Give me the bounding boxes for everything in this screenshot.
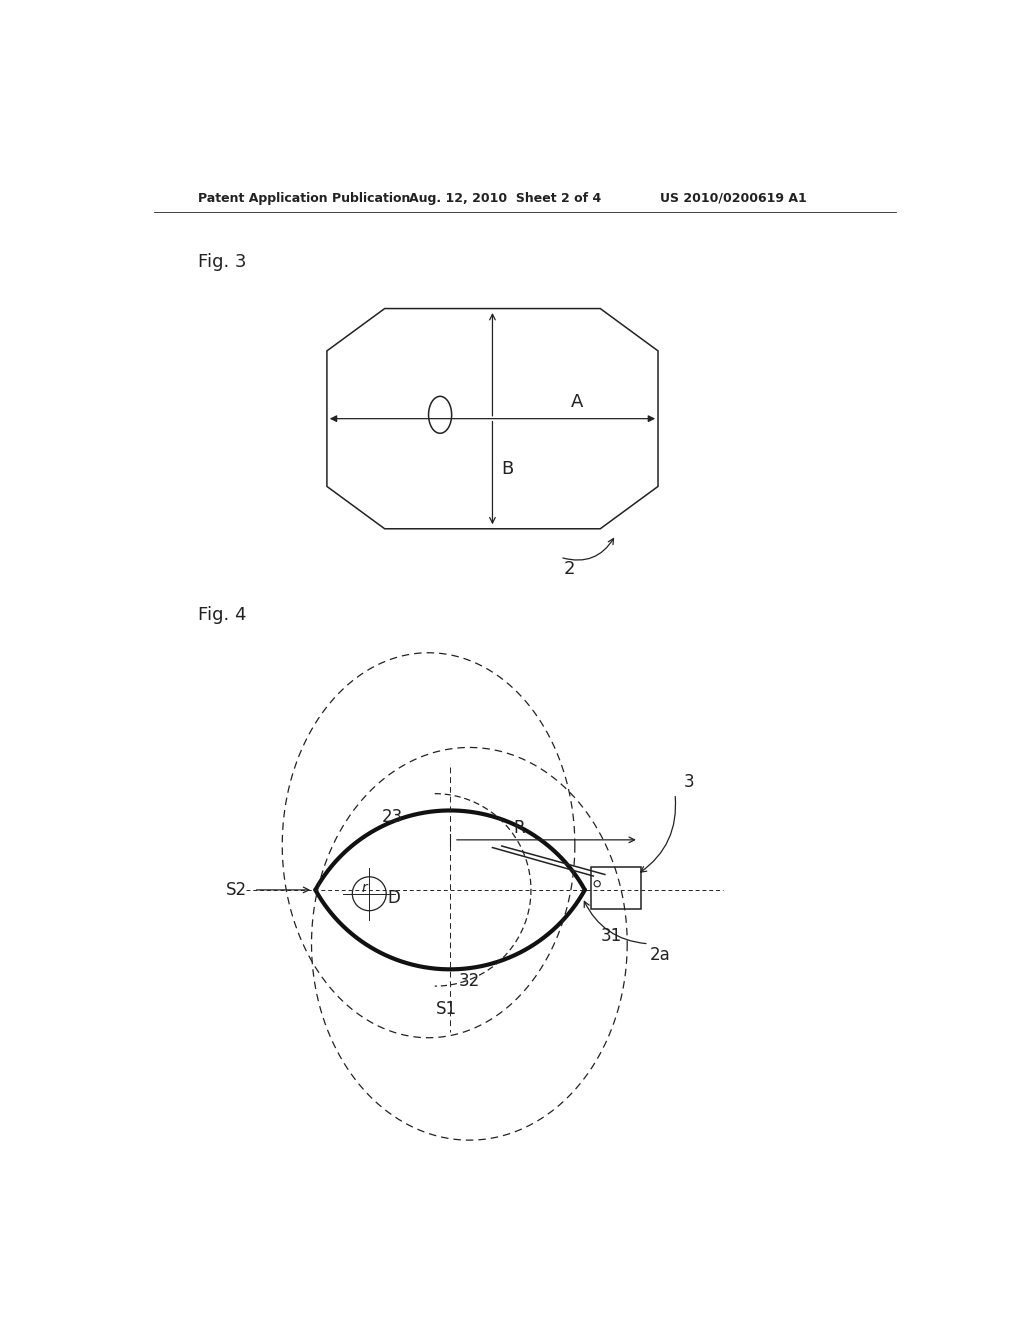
Text: 2: 2 <box>563 560 575 578</box>
Bar <box>591 867 641 909</box>
Text: Aug. 12, 2010  Sheet 2 of 4: Aug. 12, 2010 Sheet 2 of 4 <box>410 191 601 205</box>
Text: r: r <box>361 880 368 895</box>
Text: S1: S1 <box>435 1001 457 1018</box>
Text: Patent Application Publication: Patent Application Publication <box>198 191 410 205</box>
Text: 31: 31 <box>601 927 623 945</box>
Text: A: A <box>571 393 584 411</box>
Text: S2: S2 <box>225 880 247 899</box>
Text: Fig. 4: Fig. 4 <box>198 606 246 624</box>
Text: 32: 32 <box>459 972 480 990</box>
Text: Fig. 3: Fig. 3 <box>198 253 246 272</box>
Text: 3: 3 <box>683 774 694 791</box>
Text: R: R <box>514 820 525 837</box>
Text: US 2010/0200619 A1: US 2010/0200619 A1 <box>659 191 806 205</box>
Text: B: B <box>502 459 514 478</box>
Text: 2a: 2a <box>650 946 671 965</box>
Text: D: D <box>387 888 400 907</box>
Text: 23: 23 <box>382 808 403 826</box>
